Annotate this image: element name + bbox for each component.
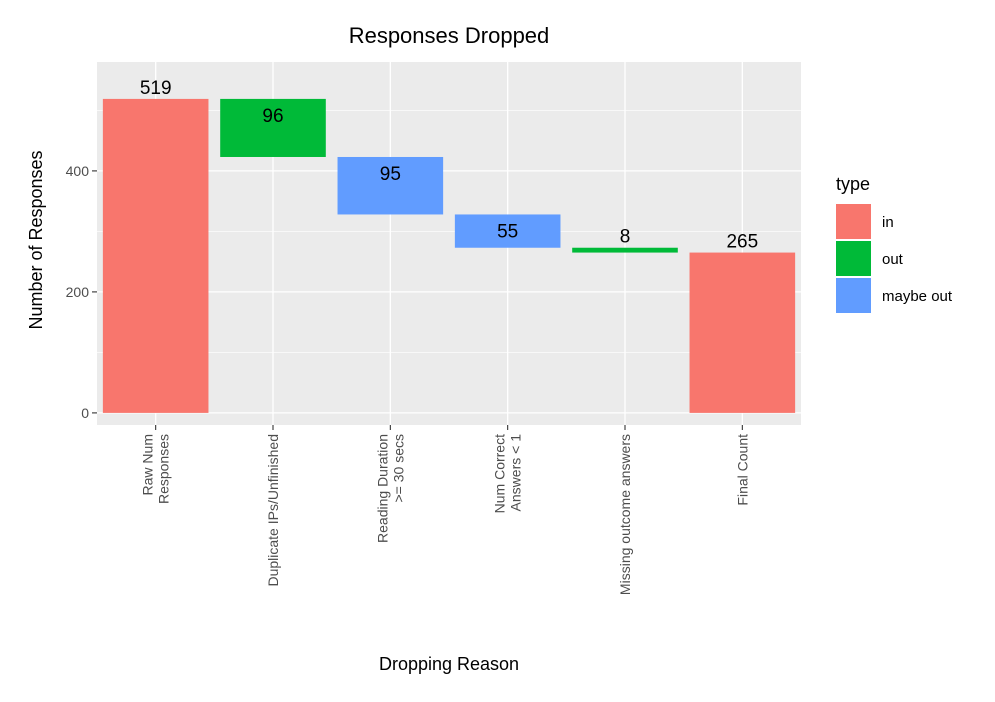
value-labels-layer: 519 96 95 55 8 265 (140, 78, 758, 253)
bar-value-label: 95 (380, 164, 401, 185)
legend-swatch (836, 204, 871, 239)
x-axis-title: Dropping Reason (379, 654, 519, 674)
x-axis: Raw NumResponses Duplicate IPs/Unfinished… (140, 425, 750, 595)
bars-layer (102, 98, 796, 413)
x-tick-label: Missing outcome answers (617, 434, 633, 595)
legend-label: in (882, 214, 894, 231)
legend-swatch (836, 278, 871, 313)
x-tick-label-line: Final Count (734, 434, 750, 506)
x-tick-label-line: >= 30 secs (390, 434, 406, 503)
legend-title: type (836, 174, 870, 194)
legend-swatch (836, 241, 871, 276)
bar-value-label: 96 (262, 106, 283, 127)
x-tick-label: Duplicate IPs/Unfinished (265, 434, 281, 587)
chart-title: Responses Dropped (349, 23, 550, 48)
x-tick-label: Final Count (734, 434, 750, 506)
x-tick-label: Num CorrectAnswers < 1 (492, 434, 524, 514)
legend-label: out (882, 251, 904, 268)
x-tick-label-line: Answers < 1 (508, 434, 524, 512)
bar (572, 247, 678, 253)
bar (337, 156, 444, 215)
bar (102, 98, 209, 413)
bar-value-label: 8 (620, 227, 631, 248)
bar-value-label: 55 (497, 221, 518, 242)
bar (454, 214, 561, 248)
bar-value-label: 265 (726, 232, 758, 253)
y-axis-title: Number of Responses (26, 150, 46, 329)
y-tick-label: 200 (66, 284, 90, 300)
bar (220, 98, 326, 157)
legend-label: maybe out (882, 288, 953, 305)
plot-panel (97, 62, 801, 425)
x-tick-label-line: Missing outcome answers (617, 434, 633, 595)
x-tick-label-line: Num Correct (492, 434, 508, 513)
y-tick-label: 400 (66, 163, 90, 179)
x-tick-label-line: Duplicate IPs/Unfinished (265, 434, 281, 587)
x-tick-label: Reading Duration>= 30 secs (374, 434, 406, 543)
x-tick-label-line: Responses (156, 434, 172, 504)
legend: type in out maybe out (836, 174, 953, 313)
y-tick-label: 0 (81, 405, 89, 421)
x-tick-label: Raw NumResponses (140, 434, 172, 504)
bar-value-label: 519 (140, 78, 172, 99)
x-tick-label-line: Reading Duration (374, 434, 390, 543)
x-tick-label-line: Raw Num (140, 434, 156, 495)
bar (689, 252, 796, 413)
y-axis: 0 200 400 (66, 163, 97, 421)
